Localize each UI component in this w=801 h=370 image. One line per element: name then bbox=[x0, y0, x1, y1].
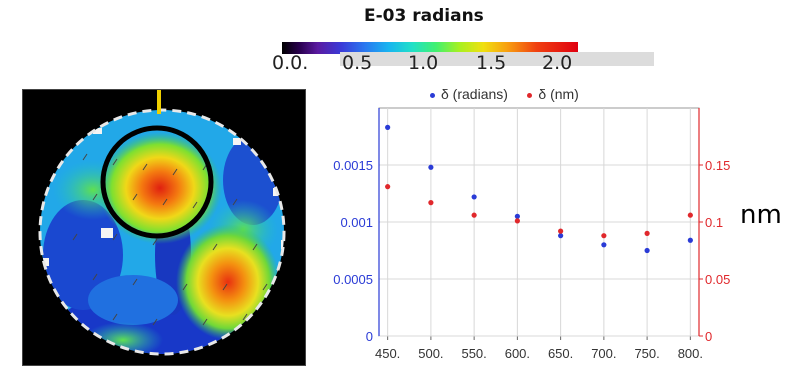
legend-marker-radians bbox=[430, 92, 435, 98]
legend-marker-nm bbox=[527, 92, 533, 98]
scatter-chart: 450. 500. 550. 600. 650. 700. 750. 800.00.00050… bbox=[333, 107, 730, 361]
data-point-radians bbox=[687, 237, 693, 243]
y-right-tick-label: 0.15 bbox=[705, 158, 730, 173]
right-axis-unit-label: nm bbox=[740, 200, 782, 230]
colorbar-tick-label: 0.5 bbox=[342, 52, 373, 74]
y-right-tick-label: 0.1 bbox=[705, 215, 723, 230]
data-point-nm bbox=[601, 233, 607, 239]
data-point-nm bbox=[385, 184, 391, 190]
x-tick-label: 700. bbox=[591, 346, 616, 361]
data-point-radians bbox=[601, 242, 607, 248]
y-right-tick-label: 0.05 bbox=[705, 272, 730, 287]
data-point-nm bbox=[558, 228, 564, 234]
y-left-tick-label: 0 bbox=[366, 329, 373, 344]
x-tick-label: 800. bbox=[678, 346, 703, 361]
colorbar-underlay bbox=[340, 52, 654, 66]
x-tick-label: 650. bbox=[548, 346, 573, 361]
colorbar: 0.0. 0.5 1.0 1.5 2.0 bbox=[268, 42, 658, 78]
data-point-nm bbox=[514, 218, 520, 224]
data-point-nm bbox=[471, 212, 477, 218]
data-point-nm bbox=[644, 230, 650, 236]
legend-label-nm: δ (nm) bbox=[538, 86, 579, 102]
data-point-nm bbox=[687, 212, 693, 218]
data-point-radians bbox=[558, 233, 564, 239]
y-left-tick-label: 0.0015 bbox=[333, 158, 373, 173]
retardance-map-image bbox=[23, 90, 305, 365]
data-point-radians bbox=[644, 247, 650, 254]
y-left-tick-label: 0.001 bbox=[340, 215, 373, 230]
retardance-map bbox=[22, 89, 306, 366]
colorbar-tick-label: 2.0 bbox=[542, 52, 573, 74]
data-point-radians bbox=[514, 213, 520, 219]
chart-legend: δ (radians) δ (nm) bbox=[430, 86, 579, 102]
data-point-radians bbox=[428, 164, 434, 170]
colorbar-tick-label: 1.0 bbox=[408, 52, 439, 74]
x-tick-label: 450. bbox=[375, 346, 400, 361]
x-tick-label: 600. bbox=[505, 346, 530, 361]
y-right-tick-label: 0 bbox=[705, 329, 712, 344]
colorbar-tick-label: 1.5 bbox=[476, 52, 507, 74]
colorbar-tick-label: 0.0. bbox=[272, 52, 309, 74]
data-point-radians bbox=[471, 194, 477, 200]
y-left-tick-label: 0.0005 bbox=[333, 272, 373, 287]
data-point-radians bbox=[385, 124, 391, 130]
x-tick-label: 750. bbox=[634, 346, 659, 361]
colorbar-gradient bbox=[282, 42, 578, 54]
colorbar-title: E-03 radians bbox=[364, 6, 484, 26]
x-tick-label: 550. bbox=[461, 346, 486, 361]
selection-circle bbox=[100, 125, 214, 239]
legend-label-radians: δ (radians) bbox=[441, 86, 508, 102]
data-point-nm bbox=[428, 200, 434, 206]
x-tick-label: 500. bbox=[418, 346, 443, 361]
